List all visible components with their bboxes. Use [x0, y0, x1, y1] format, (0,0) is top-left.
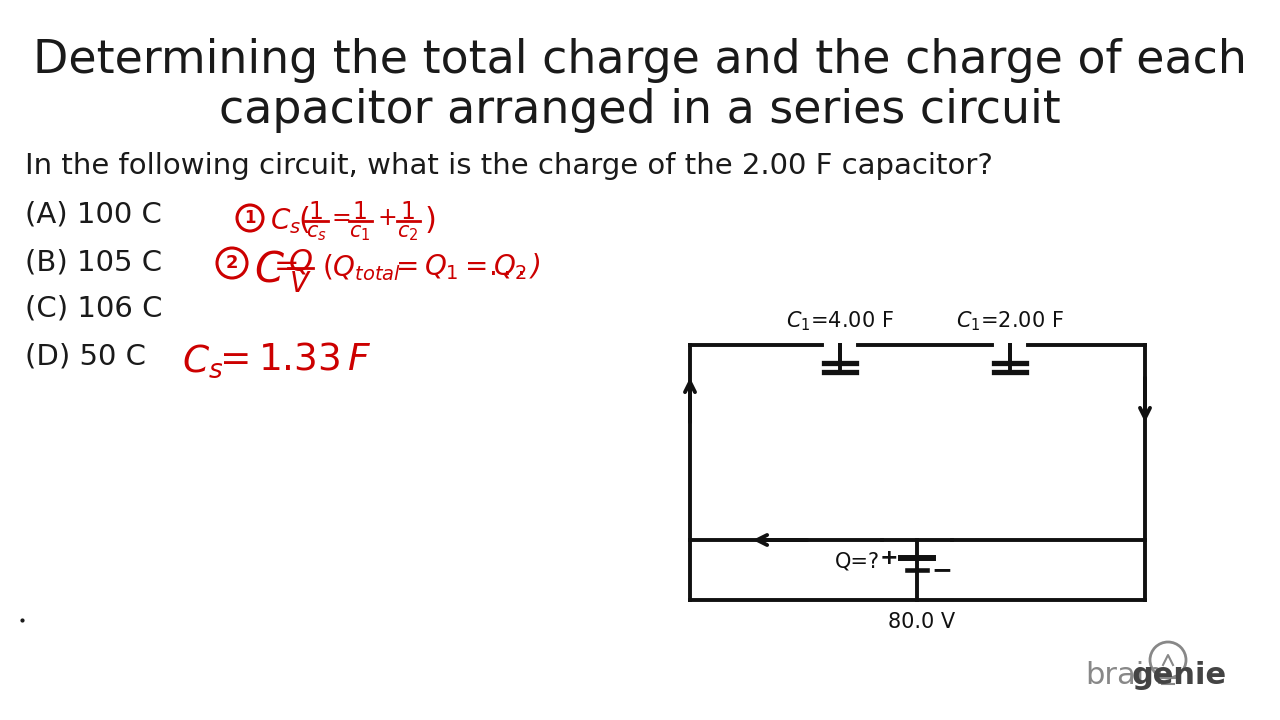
Text: (: ( — [298, 206, 310, 235]
Text: +: + — [879, 548, 899, 568]
Text: $=1.33\,F$: $=1.33\,F$ — [212, 342, 371, 378]
Text: 80.0 V: 80.0 V — [888, 612, 956, 632]
Text: $c_2$: $c_2$ — [397, 223, 419, 243]
Text: capacitor arranged in a series circuit: capacitor arranged in a series circuit — [219, 88, 1061, 133]
Text: $c_1$: $c_1$ — [349, 223, 371, 243]
Text: $...$): $...$) — [488, 252, 540, 281]
Text: (C) 106 C: (C) 106 C — [26, 295, 163, 323]
Text: $C_s$: $C_s$ — [182, 342, 223, 379]
Text: 1: 1 — [308, 200, 324, 224]
Text: (A) 100 C: (A) 100 C — [26, 200, 161, 228]
Text: −: − — [932, 558, 952, 582]
Text: $C_1$=4.00 F: $C_1$=4.00 F — [786, 310, 893, 333]
Text: $= Q_1 = Q_2$: $= Q_1 = Q_2$ — [390, 252, 527, 282]
Text: =: = — [274, 252, 300, 281]
Text: 2: 2 — [225, 254, 238, 272]
Text: 1: 1 — [244, 209, 256, 227]
Text: $V$: $V$ — [289, 270, 311, 298]
Text: Determining the total charge and the charge of each: Determining the total charge and the cha… — [33, 38, 1247, 83]
Text: ): ) — [425, 206, 436, 235]
Text: +: + — [378, 206, 398, 230]
Text: genie: genie — [1132, 660, 1228, 690]
Text: $C_s$: $C_s$ — [270, 206, 301, 236]
Text: (B) 105 C: (B) 105 C — [26, 248, 163, 276]
Text: =: = — [332, 206, 352, 230]
Text: $(Q_{total}$: $(Q_{total}$ — [323, 252, 401, 283]
Text: Q=?: Q=? — [835, 552, 879, 572]
Text: In the following circuit, what is the charge of the 2.00 F capacitor?: In the following circuit, what is the ch… — [26, 152, 993, 180]
Text: (D) 50 C: (D) 50 C — [26, 342, 146, 370]
Text: brain: brain — [1085, 660, 1164, 690]
Text: $C_1$=2.00 F: $C_1$=2.00 F — [956, 310, 1064, 333]
Text: $C$: $C$ — [253, 249, 285, 291]
Text: $c_s$: $c_s$ — [306, 223, 326, 243]
Text: 1: 1 — [352, 200, 367, 224]
Text: 1: 1 — [401, 200, 416, 224]
Text: $Q$: $Q$ — [288, 248, 312, 277]
